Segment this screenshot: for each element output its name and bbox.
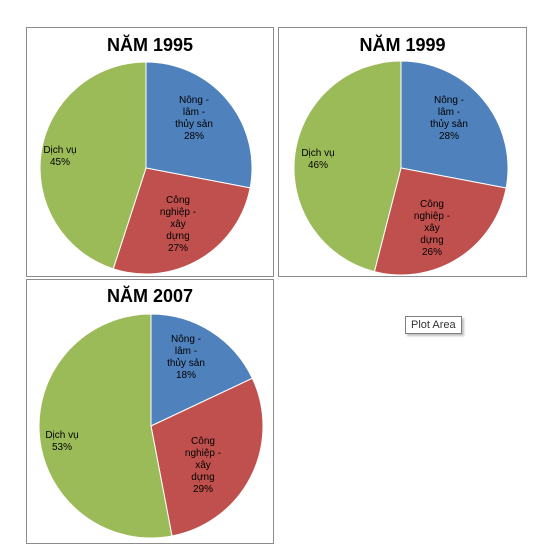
slice-label-nong-lam-thuy-san-1999: Nông -lâm -thủy sản 28% bbox=[430, 95, 468, 142]
slice-label-nong-lam-thuy-san-1995: Nông -lâm -thủy sản 28% bbox=[175, 95, 213, 142]
slice-label-nong-lam-thuy-san-2007: Nông -lâm -thủy sản 18% bbox=[167, 334, 205, 381]
pie-slice-cong-nghiep-xay-dung-1999 bbox=[373, 167, 507, 276]
slice-label-dich-vu-2007: Dịch vụ 53% bbox=[45, 430, 78, 453]
pie-slice-dich-vu-1999 bbox=[293, 60, 402, 273]
slice-label-cong-nghiep-xay-dung-1995: Công nghiệp -xây dựng 27% bbox=[160, 195, 196, 254]
pie-slice-dich-vu-2007 bbox=[38, 313, 173, 539]
pie-slice-nong-lam-thuy-san-1995 bbox=[145, 61, 253, 189]
plot-area-tooltip: Plot Area bbox=[405, 316, 462, 334]
chart-title-1995: NĂM 1995 bbox=[106, 35, 194, 55]
slice-label-cong-nghiep-xay-dung-2007: Công nghiệp -xây dựng 29% bbox=[185, 436, 221, 495]
pie-slice-nong-lam-thuy-san-1999 bbox=[400, 60, 509, 189]
pie-slice-nong-lam-thuy-san-2007 bbox=[150, 313, 254, 427]
pie-slice-cong-nghiep-xay-dung-2007 bbox=[150, 377, 264, 537]
slice-label-dich-vu-1995: Dịch vụ 45% bbox=[43, 145, 76, 168]
chart-title-2007: NĂM 2007 bbox=[106, 286, 194, 306]
pie-slice-cong-nghiep-xay-dung-1995 bbox=[112, 167, 251, 275]
chart-title-1999: NĂM 1999 bbox=[359, 35, 446, 55]
slice-label-dich-vu-1999: Dịch vụ 46% bbox=[301, 148, 334, 171]
pie-slice-dich-vu-1995 bbox=[39, 61, 147, 270]
slice-label-cong-nghiep-xay-dung-1999: Công nghiệp -xây dựng 26% bbox=[414, 199, 450, 258]
